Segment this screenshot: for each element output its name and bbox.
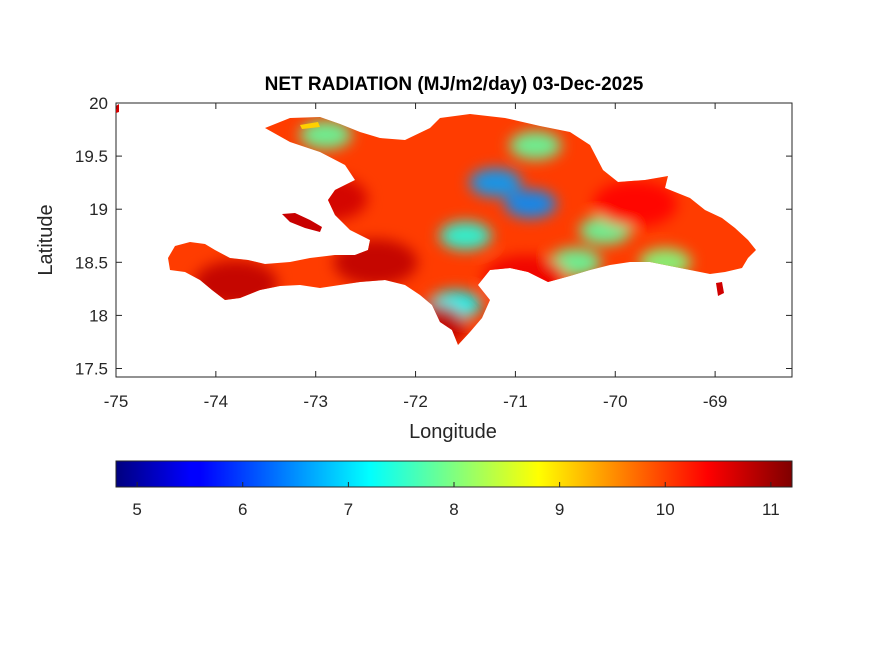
tortuga-island [300, 122, 320, 129]
heat-region-low-5 [509, 131, 562, 160]
saona-island [716, 282, 724, 296]
y-tick-label: 18 [89, 306, 108, 325]
x-tick-label: -75 [104, 392, 129, 411]
x-axis-label: Longitude [409, 421, 497, 443]
y-tick-label: 18.5 [75, 253, 108, 272]
chart-title: NET RADIATION (MJ/m2/day) 03-Dec-2025 [264, 74, 644, 95]
corner-speck [116, 104, 119, 113]
y-tick-label: 19 [89, 200, 108, 219]
heat-region-low-3 [439, 221, 492, 251]
colorbar-tick-label: 6 [238, 500, 247, 519]
x-tick-label: -73 [303, 392, 328, 411]
colorbar-tick-label: 11 [762, 500, 780, 519]
gonave-island [282, 213, 322, 232]
heat-region-low-1 [469, 168, 522, 197]
colorbar-tick-label: 10 [656, 500, 675, 519]
heat-region-low-0 [504, 189, 557, 219]
y-tick-label: 20 [89, 94, 108, 113]
colorbar-tick-label: 5 [132, 500, 141, 519]
colorbar-tick-label: 7 [344, 500, 353, 519]
heat-region-high-14 [593, 180, 678, 227]
x-tick-label: -74 [204, 392, 229, 411]
y-axis-label: Latitude [35, 204, 57, 275]
colorbar-tick-label: 8 [449, 500, 458, 519]
x-axis: -75 -74 -73 -72 -71 -70 -69 [104, 103, 728, 411]
colorbar-tick-label: 9 [555, 500, 564, 519]
colorbar-ticks: 5 6 7 8 9 10 11 [132, 482, 780, 519]
y-tick-label: 19.5 [75, 147, 108, 166]
y-tick-label: 17.5 [75, 360, 108, 379]
x-tick-label: -69 [703, 392, 728, 411]
x-tick-label: -71 [503, 392, 528, 411]
x-tick-label: -72 [403, 392, 428, 411]
y-axis: 17.5 18 18.5 19 19.5 20 [75, 94, 792, 379]
x-tick-label: -70 [603, 392, 628, 411]
